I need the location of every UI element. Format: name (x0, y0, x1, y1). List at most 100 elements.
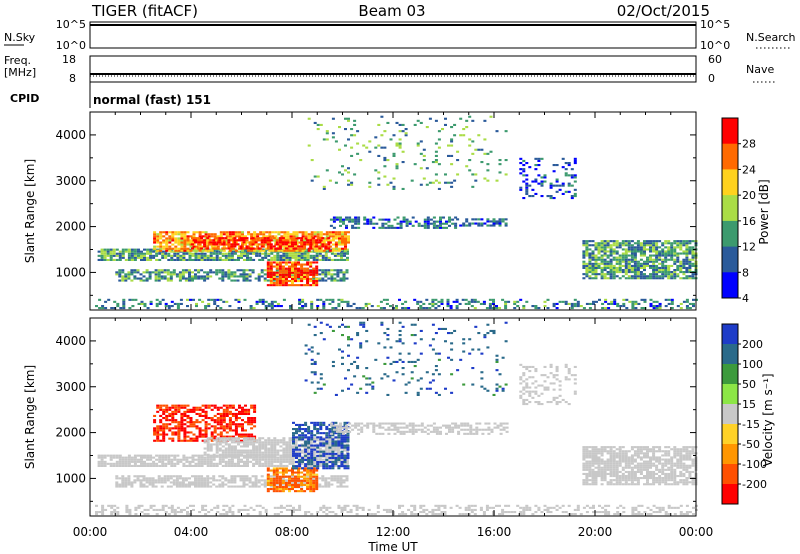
power-cell (664, 298, 668, 301)
vel-cell (652, 511, 656, 514)
vel-cell (124, 460, 128, 463)
vel-cell (149, 454, 153, 457)
power-cell (468, 224, 472, 227)
power-cell (266, 265, 270, 268)
vel-cell (254, 483, 258, 486)
power-cell (652, 260, 656, 263)
power-cell (218, 243, 222, 246)
vel-cell (228, 410, 232, 413)
power-cell (327, 247, 331, 250)
vel-cell (197, 479, 201, 482)
power-cell (133, 277, 137, 280)
vel-cell (197, 454, 201, 457)
power-cell (281, 284, 285, 287)
vel-cell (269, 488, 273, 491)
power-cell (284, 269, 288, 272)
vel-cell (174, 433, 178, 436)
power-cell (133, 248, 137, 251)
power-cell (519, 157, 523, 160)
power-cell (121, 252, 125, 255)
power-cell (242, 269, 246, 272)
power-cell (597, 248, 601, 251)
vel-cell (240, 453, 243, 456)
power-cell (346, 302, 350, 305)
power-cell (627, 262, 631, 265)
power-cell (295, 249, 299, 252)
power-cell (390, 224, 394, 227)
vel-cell (188, 456, 192, 459)
power-cell (649, 305, 653, 308)
vel-cell (507, 504, 511, 507)
vel-cell (219, 513, 223, 516)
vel-cell (312, 460, 316, 463)
power-cell (603, 250, 607, 253)
power-cell (396, 216, 400, 219)
vel-cell (282, 458, 286, 461)
power-cell (410, 179, 414, 182)
power-cell (573, 162, 577, 165)
vel-cell (227, 449, 231, 452)
power-cell (652, 242, 656, 245)
power-cell (278, 275, 282, 278)
power-cell (163, 269, 167, 272)
vel-cell (168, 414, 172, 417)
vel-cell (336, 475, 340, 478)
vel-cell (206, 458, 210, 461)
power-cell (239, 245, 243, 248)
power-cell (431, 300, 435, 303)
power-cell (679, 266, 683, 269)
power-cell (395, 165, 399, 168)
power-cell (606, 264, 610, 267)
power-cell (198, 233, 202, 236)
power-cell (289, 307, 292, 310)
power-cell (513, 302, 517, 305)
power-cell (291, 254, 295, 257)
vel-cell (182, 458, 186, 461)
power-cell (269, 275, 273, 278)
vel-cell (195, 427, 199, 430)
power-cell (591, 244, 595, 247)
power-cell (276, 254, 280, 257)
power-cell (350, 183, 354, 186)
power-cell (178, 279, 182, 282)
power-cell (283, 231, 287, 234)
vel-cell (227, 437, 231, 440)
vel-cell (210, 408, 214, 411)
power-cell (336, 279, 340, 282)
vel-cell (203, 441, 207, 444)
vel-cell (250, 419, 254, 422)
vel-cell (252, 447, 256, 450)
vel-cell (315, 458, 319, 461)
power-cell (383, 159, 387, 162)
power-cell (673, 258, 677, 261)
vel-cell (249, 437, 253, 440)
power-cell (609, 258, 613, 261)
vel-cell (142, 485, 146, 488)
vel-cell (164, 511, 168, 514)
power-cell (405, 220, 409, 223)
power-cell (350, 146, 354, 149)
power-cell (98, 298, 102, 301)
power-cell (157, 279, 161, 282)
power-cell (667, 264, 671, 267)
vel-cell (258, 445, 262, 448)
power-cell (673, 250, 677, 253)
power-cell (209, 258, 213, 261)
power-cell (127, 250, 131, 253)
power-cell (153, 245, 157, 248)
power-cell (127, 254, 131, 257)
power-cell (413, 163, 417, 166)
power-cell (238, 235, 241, 238)
power-cell (570, 176, 574, 179)
vel-cell (200, 475, 204, 478)
vel-cell (153, 439, 157, 442)
power-cell (401, 150, 405, 153)
power-cell (558, 300, 562, 303)
vel-cell (100, 458, 104, 461)
vel-cell (422, 504, 426, 507)
power-cell (309, 273, 313, 276)
vel-cell (279, 441, 283, 444)
vel-cell (198, 406, 202, 409)
power-cell (153, 233, 157, 236)
power-cell (357, 222, 361, 225)
